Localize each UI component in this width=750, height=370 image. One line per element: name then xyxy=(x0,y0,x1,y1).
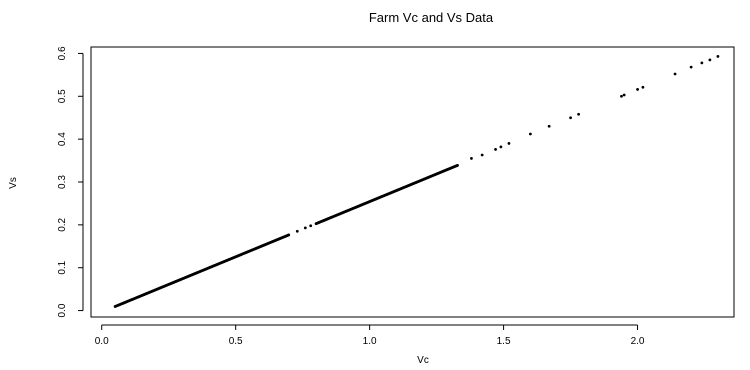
data-point xyxy=(673,72,677,76)
y-tick-label: 0.0 xyxy=(57,303,68,317)
data-point xyxy=(470,157,473,160)
data-point xyxy=(700,61,704,65)
data-point xyxy=(303,226,307,230)
data-point xyxy=(456,163,459,167)
y-tick-label: 0.1 xyxy=(57,260,68,274)
data-point xyxy=(577,112,581,116)
x-tick-label: 0.5 xyxy=(229,336,243,347)
y-tick-label: 0.4 xyxy=(57,132,68,146)
x-tick-label: 1.5 xyxy=(497,336,511,347)
data-point xyxy=(499,145,503,149)
data-point xyxy=(641,85,645,89)
y-tick-label: 0.2 xyxy=(57,217,68,231)
x-axis: 0.0 0.5 1.0 1.5 2.0 xyxy=(95,324,645,347)
y-axis-label: Vs xyxy=(8,177,19,189)
y-tick-label: 0.5 xyxy=(57,89,68,103)
data-point xyxy=(636,88,639,91)
data-point xyxy=(547,124,551,128)
data-point xyxy=(689,65,693,69)
data-point xyxy=(569,116,572,120)
x-tick-label: 2.0 xyxy=(631,336,645,347)
y-tick-label: 0.6 xyxy=(57,46,68,60)
data-point xyxy=(480,153,484,157)
data-point xyxy=(622,93,626,97)
data-point xyxy=(295,229,299,233)
y-tick-label: 0.3 xyxy=(57,175,68,189)
x-tick-label: 0.0 xyxy=(95,336,109,347)
data-point xyxy=(287,233,291,237)
data-point xyxy=(507,142,511,145)
data-points xyxy=(113,55,720,308)
chart-title: Farm Vc and Vs Data xyxy=(369,10,494,25)
data-point xyxy=(620,94,623,98)
data-point xyxy=(708,58,712,62)
data-point xyxy=(494,148,497,151)
data-point xyxy=(309,224,313,228)
y-axis: 0.0 0.1 0.2 0.3 0.4 0.5 0.6 xyxy=(57,46,84,318)
x-axis-label: Vc xyxy=(417,355,429,366)
plot-frame xyxy=(90,46,735,318)
x-tick-label: 1.0 xyxy=(363,336,377,347)
data-point xyxy=(528,132,532,136)
data-point xyxy=(716,55,720,58)
